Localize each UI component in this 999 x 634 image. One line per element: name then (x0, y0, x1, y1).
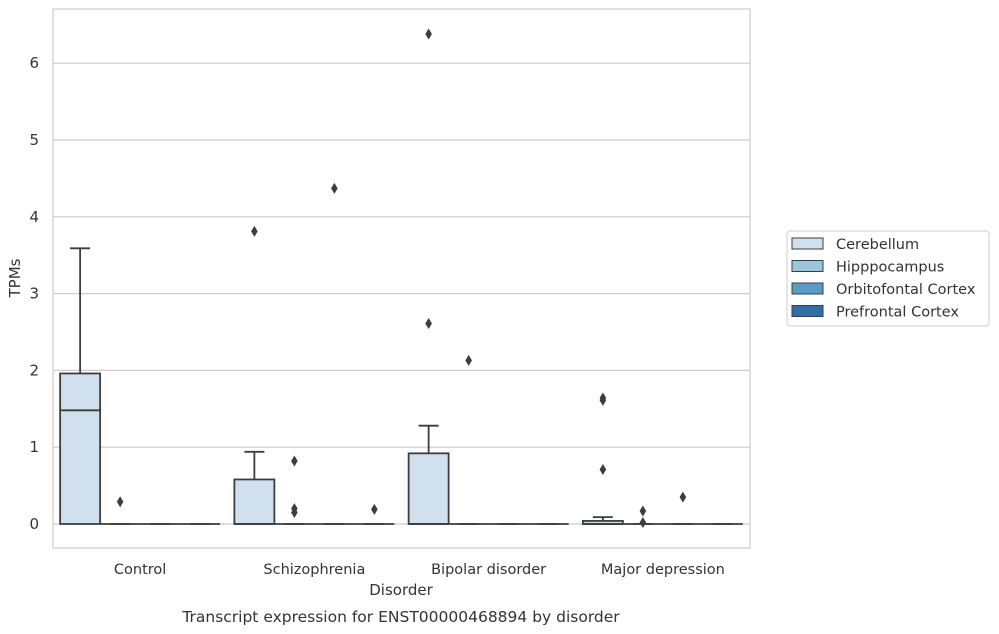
box-group (662, 491, 703, 525)
legend-swatch (791, 282, 824, 295)
outlier-point (639, 505, 647, 517)
legend-label: Orbitofontal Cortex (836, 282, 976, 298)
y-tick-label: 3 (29, 285, 39, 303)
y-tick-label: 0 (29, 515, 39, 533)
outlier-point (291, 455, 298, 467)
y-tick-labels: 0 1 2 3 4 5 6 (29, 54, 39, 533)
outlier-point (116, 496, 124, 508)
legend-label: Hipppocampus (836, 260, 944, 276)
outlier-point (679, 491, 687, 503)
outlier-point (425, 318, 432, 330)
box-plot-layer (59, 28, 743, 528)
x-tick-labels: Control Schizophrenia Bipolar disorder Majo… (114, 562, 725, 578)
legend-swatch (791, 260, 824, 272)
box-group (622, 505, 663, 528)
x-tick-label: Major depression (601, 562, 725, 578)
box-group (354, 503, 395, 525)
x-tick-label: Schizophrenia (263, 562, 365, 578)
outlier-point (425, 28, 432, 40)
outlier-point (331, 182, 338, 194)
box (233, 478, 276, 525)
legend-swatch (791, 237, 824, 250)
plot-frame (52, 8, 751, 549)
box-group (407, 28, 450, 525)
y-tick-label: 4 (29, 208, 39, 226)
box-group (100, 496, 141, 525)
legend: Cerebellum Hipppocampus Orbitofontal Corte… (786, 230, 990, 327)
y-tick-label: 5 (29, 131, 39, 149)
x-tick-label: Control (114, 562, 166, 578)
outlier-point (371, 503, 378, 515)
x-axis-label: Disorder (369, 581, 433, 599)
outlier-point (465, 354, 472, 366)
gridlines (53, 62, 750, 525)
outlier-point (599, 463, 607, 475)
outlier-point (291, 503, 298, 515)
outlier-point (639, 516, 647, 528)
box-group (274, 455, 315, 525)
outlier-point (599, 392, 607, 404)
y-tick-label: 6 (29, 54, 39, 72)
y-tick-label: 2 (29, 361, 39, 379)
box (59, 372, 102, 525)
legend-swatch (791, 305, 824, 317)
box-group (581, 392, 624, 525)
x-tick-label: Bipolar disorder (431, 562, 546, 578)
y-tick-label: 1 (29, 438, 39, 456)
box-group (448, 354, 489, 525)
outlier-point (251, 225, 258, 237)
chart-caption: Transcript expression for ENST0000046889… (181, 608, 620, 626)
box-group (59, 247, 102, 525)
box-group (233, 225, 276, 525)
legend-label: Cerebellum (836, 237, 919, 253)
box-group (314, 182, 355, 525)
y-axis-label: TPMs (6, 258, 24, 298)
legend-frame (786, 230, 990, 327)
legend-label: Prefrontal Cortex (836, 305, 959, 321)
box (407, 452, 450, 525)
